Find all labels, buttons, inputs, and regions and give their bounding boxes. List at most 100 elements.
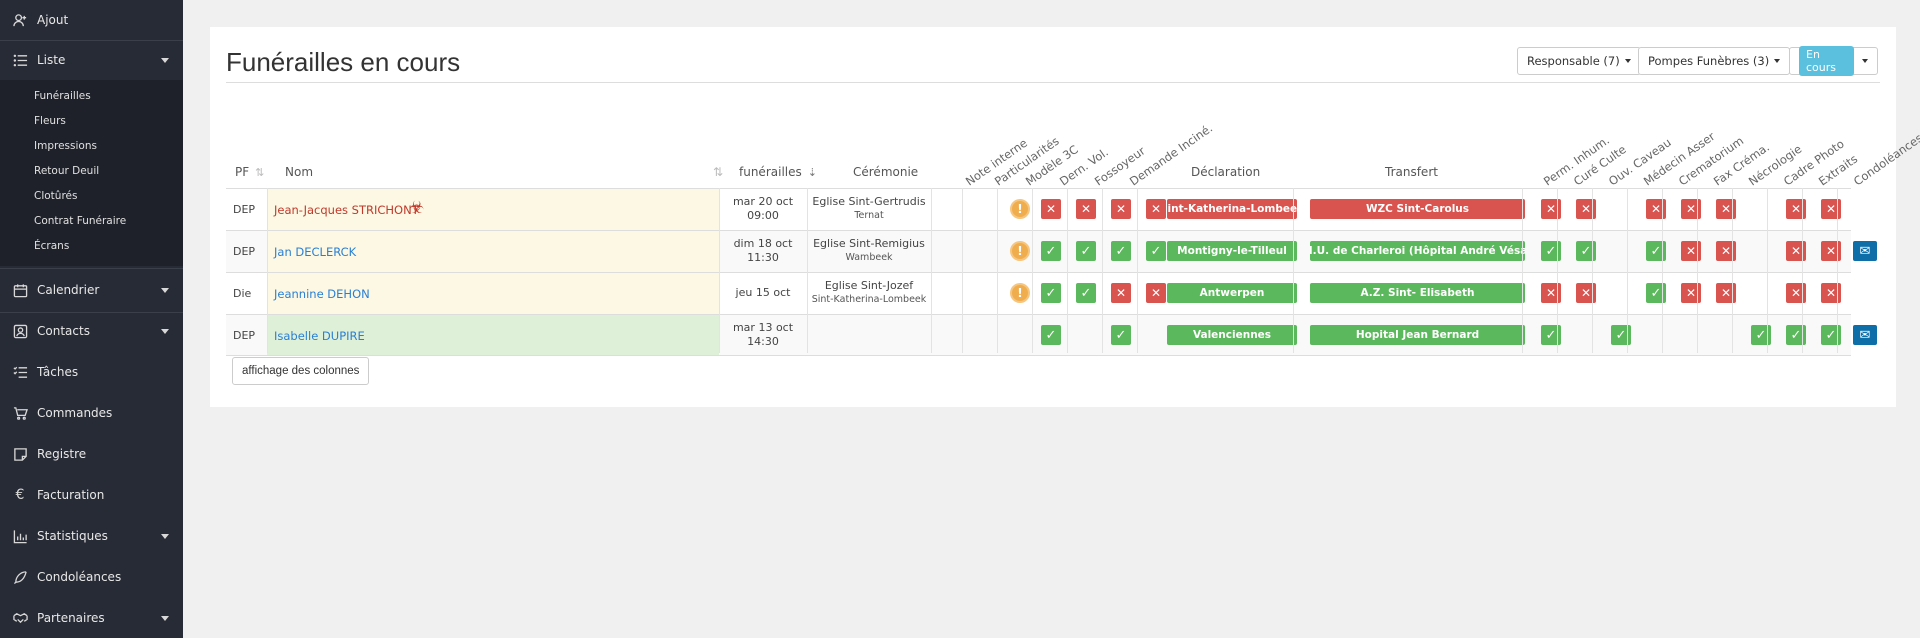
deceased-name-link[interactable]: Jan DECLERCK <box>274 245 357 259</box>
warning-icon[interactable]: ! <box>1010 283 1030 303</box>
cart-icon <box>12 405 28 421</box>
declaration-badge[interactable]: Montigny-le-Tilleul <box>1167 241 1297 261</box>
status-no-icon[interactable]: ✕ <box>1076 199 1096 219</box>
table-row[interactable]: Die Jeannine DEHON jeu 15 oct Eglise Sin… <box>226 273 1851 314</box>
deceased-name-link[interactable]: Isabelle DUPIRE <box>274 329 365 343</box>
status-no-icon[interactable]: ✕ <box>1146 199 1166 219</box>
envelope-icon[interactable]: ✉ <box>1853 241 1877 261</box>
status-no-icon[interactable]: ✕ <box>1681 241 1701 261</box>
nav-liste[interactable]: Liste <box>0 43 183 77</box>
nav-registre[interactable]: Registre <box>0 437 183 471</box>
header-funerailles[interactable]: funérailles ⇣ <box>739 165 817 179</box>
declaration-badge[interactable]: Sint-Katherina-Lombeek <box>1167 199 1297 219</box>
table-row[interactable]: DEP Jan DECLERCK dim 18 oct 11:30 Eglise … <box>226 231 1877 272</box>
deceased-name-link[interactable]: Jeannine DEHON <box>274 287 370 301</box>
nav-taches-label: Tâches <box>37 365 79 379</box>
nav-ajout[interactable]: Ajout <box>0 3 183 37</box>
declaration-badge[interactable]: Antwerpen <box>1167 283 1297 303</box>
responsable-filter[interactable]: Responsable (7) <box>1517 47 1641 75</box>
column-display-button[interactable]: affichage des colonnes <box>232 357 370 385</box>
transfert-badge[interactable]: WZC Sint-Carolus <box>1310 199 1525 219</box>
status-no-icon[interactable]: ✕ <box>1716 199 1736 219</box>
pompes-funebres-filter[interactable]: Pompes Funèbres (3) <box>1638 47 1791 75</box>
status-ok-icon[interactable]: ✓ <box>1111 325 1131 345</box>
transfert-badge[interactable]: A.Z. Sint- Elisabeth <box>1310 283 1525 303</box>
column-divider <box>807 188 808 353</box>
column-divider <box>1032 188 1033 353</box>
nav-facturation[interactable]: € Facturation <box>0 478 183 512</box>
header-transfert: Transfert <box>1385 165 1438 179</box>
deceased-name-link[interactable]: Jean-Jacques STRICHONT <box>274 203 419 217</box>
status-no-icon[interactable]: ✕ <box>1821 241 1841 261</box>
sub-item-contrat-funeraire[interactable]: Contrat Funéraire <box>34 215 127 227</box>
status-no-icon[interactable]: ✕ <box>1576 199 1596 219</box>
sub-item-ecrans[interactable]: Écrans <box>34 240 70 252</box>
header-pf[interactable]: PF ⇅ <box>235 165 264 179</box>
warning-icon[interactable]: ! <box>1010 241 1030 261</box>
status-no-icon[interactable]: ✕ <box>1786 199 1806 219</box>
status-no-icon[interactable]: ✕ <box>1041 199 1061 219</box>
nav-condoleances[interactable]: Condoléances <box>0 560 183 594</box>
warning-icon[interactable]: ! <box>1010 199 1030 219</box>
status-no-icon[interactable]: ✕ <box>1541 283 1561 303</box>
row-date: jeu 15 oct <box>719 286 807 300</box>
status-ok-icon[interactable]: ✓ <box>1646 241 1666 261</box>
nav-taches[interactable]: Tâches <box>0 355 183 389</box>
status-ok-icon[interactable]: ✓ <box>1751 325 1771 345</box>
header-nom[interactable]: Nom <box>285 165 313 179</box>
table-row[interactable]: DEP Isabelle DUPIRE mar 13 oct 14:30 ✓ ✓ … <box>226 315 1877 356</box>
status-ok-icon[interactable]: ✓ <box>1611 325 1631 345</box>
status-no-icon[interactable]: ✕ <box>1716 283 1736 303</box>
sub-item-impressions[interactable]: Impressions <box>34 140 97 152</box>
envelope-icon[interactable]: ✉ <box>1853 325 1877 345</box>
sub-item-fleurs[interactable]: Fleurs <box>34 115 66 127</box>
status-no-icon[interactable]: ✕ <box>1576 283 1596 303</box>
column-divider <box>719 188 720 353</box>
nav-calendrier[interactable]: Calendrier <box>0 273 183 307</box>
transfert-badge[interactable]: C.H.U. de Charleroi (Hôpital André Vésal… <box>1310 241 1525 261</box>
transfert-badge[interactable]: Hopital Jean Bernard <box>1310 325 1525 345</box>
status-no-icon[interactable]: ✕ <box>1646 199 1666 219</box>
status-ok-icon[interactable]: ✓ <box>1076 283 1096 303</box>
status-no-icon[interactable]: ✕ <box>1786 283 1806 303</box>
status-ok-icon[interactable]: ✓ <box>1786 325 1806 345</box>
nav-contacts[interactable]: Contacts <box>0 314 183 348</box>
status-ok-icon[interactable]: ✓ <box>1146 241 1166 261</box>
sub-item-clotures[interactable]: Clotûrés <box>34 190 78 202</box>
nav-condoleances-label: Condoléances <box>37 570 122 584</box>
status-no-icon[interactable]: ✕ <box>1146 283 1166 303</box>
status-no-icon[interactable]: ✕ <box>1111 283 1131 303</box>
status-ok-icon[interactable]: ✓ <box>1541 241 1561 261</box>
status-no-icon[interactable]: ✕ <box>1681 283 1701 303</box>
status-ok-icon[interactable]: ✓ <box>1041 325 1061 345</box>
status-ok-icon[interactable]: ✓ <box>1576 241 1596 261</box>
nav-statistiques[interactable]: Statistiques <box>0 519 183 553</box>
column-divider <box>1732 188 1733 353</box>
status-ok-icon[interactable]: ✓ <box>1646 283 1666 303</box>
sidebar: Ajout Liste Funérailles Fleurs Impressio… <box>0 0 183 638</box>
sub-item-funerailles[interactable]: Funérailles <box>34 90 91 102</box>
status-no-icon[interactable]: ✕ <box>1111 199 1131 219</box>
status-no-icon[interactable]: ✕ <box>1821 199 1841 219</box>
declaration-badge[interactable]: Valenciennes <box>1167 325 1297 345</box>
status-no-icon[interactable]: ✕ <box>1541 199 1561 219</box>
status-ok-icon[interactable]: ✓ <box>1076 241 1096 261</box>
nav-calendrier-label: Calendrier <box>37 283 100 297</box>
status-ok-icon[interactable]: ✓ <box>1821 325 1841 345</box>
status-ok-icon[interactable]: ✓ <box>1541 325 1561 345</box>
row-date: dim 18 oct 11:30 <box>719 237 807 265</box>
status-no-icon[interactable]: ✕ <box>1681 199 1701 219</box>
table-row[interactable]: DEP Jean-Jacques STRICHONT ☣ mar 20 oct 0… <box>226 189 1851 230</box>
status-filter[interactable]: En cours <box>1789 46 1878 76</box>
nav-partenaires[interactable]: Partenaires <box>0 601 183 635</box>
sub-item-retour-deuil[interactable]: Retour Deuil <box>34 165 100 177</box>
nom-sort-icon[interactable]: ⇅ <box>713 165 724 179</box>
status-ok-icon[interactable]: ✓ <box>1041 241 1061 261</box>
status-no-icon[interactable]: ✕ <box>1821 283 1841 303</box>
status-no-icon[interactable]: ✕ <box>1786 241 1806 261</box>
status-ok-icon[interactable]: ✓ <box>1111 241 1131 261</box>
status-ok-icon[interactable]: ✓ <box>1041 283 1061 303</box>
nav-commandes[interactable]: Commandes <box>0 396 183 430</box>
nav-partenaires-label: Partenaires <box>37 611 105 625</box>
status-no-icon[interactable]: ✕ <box>1716 241 1736 261</box>
